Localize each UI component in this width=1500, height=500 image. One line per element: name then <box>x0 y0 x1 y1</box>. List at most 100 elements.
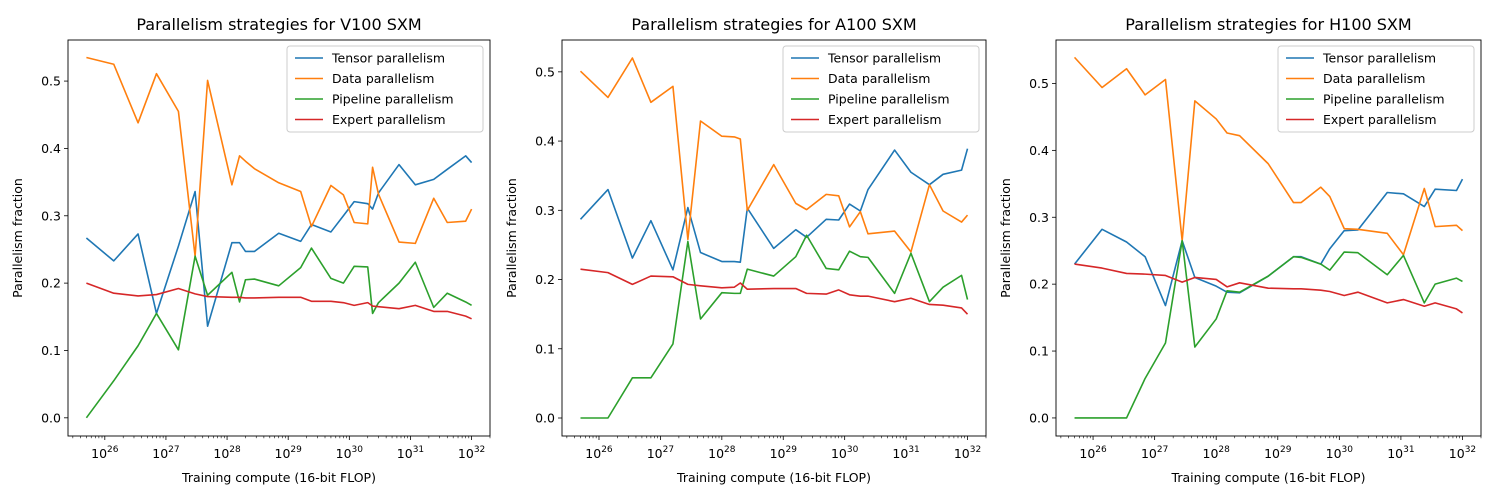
x-tick-base: 10 <box>1079 446 1095 461</box>
legend: Tensor parallelism Data parallelism Pipeli… <box>782 45 980 133</box>
x-tick-base: 10 <box>213 446 229 461</box>
x-tick-base: 10 <box>1449 446 1465 461</box>
legend-label: Pipeline parallelism <box>828 92 950 107</box>
legend-label: Tensor parallelism <box>827 51 941 66</box>
legend-label: Expert parallelism <box>332 112 446 127</box>
y-tick-label: 0.3 <box>41 208 61 223</box>
x-tick-label: 1030 <box>831 445 859 461</box>
y-tick-label: 0.3 <box>535 203 555 218</box>
series-line-data-parallelism <box>579 57 969 253</box>
x-tick-base: 10 <box>1326 446 1342 461</box>
series-line-pipeline-parallelism <box>580 234 969 419</box>
y-axis-label: Parallelism fraction <box>10 178 25 298</box>
x-tick-base: 10 <box>892 446 908 461</box>
legend-label: Data parallelism <box>332 71 434 86</box>
x-tick-label: 1026 <box>585 445 613 461</box>
y-tick-label: 0.5 <box>41 74 61 89</box>
plot-frame <box>561 39 987 437</box>
legend: Tensor parallelism Data parallelism Pipeli… <box>286 45 484 133</box>
x-tick-exponent: 28 <box>1218 445 1230 455</box>
x-tick-base: 10 <box>708 446 724 461</box>
x-tick-base: 10 <box>585 446 601 461</box>
x-tick-exponent: 26 <box>601 445 613 455</box>
x-tick-label: 1029 <box>275 445 303 461</box>
series-group <box>85 56 473 419</box>
x-tick-exponent: 32 <box>474 445 485 455</box>
x-tick-label: 1031 <box>1387 445 1414 461</box>
y-axis-label: Parallelism fraction <box>504 178 519 298</box>
x-tick-base: 10 <box>1387 446 1403 461</box>
legend-label: Pipeline parallelism <box>332 92 454 107</box>
x-tick-exponent: 31 <box>908 445 919 455</box>
chart-panel-2: Parallelism strategies for A100 SXM 0.0 0.… <box>504 15 987 485</box>
y-tick-label: 0.2 <box>41 276 61 291</box>
x-tick-base: 10 <box>954 446 970 461</box>
y-axis-label: Parallelism fraction <box>998 178 1013 298</box>
chart-title: Parallelism strategies for A100 SXM <box>631 15 916 34</box>
series-group <box>579 57 969 419</box>
x-tick-base: 10 <box>397 446 413 461</box>
y-tick-label: 0.0 <box>535 411 555 426</box>
x-tick-exponent: 29 <box>785 445 797 455</box>
x-tick-label: 1028 <box>1203 445 1231 461</box>
x-tick-exponent: 32 <box>970 445 981 455</box>
plot-frame <box>1055 39 1482 437</box>
y-tick-label: 0.5 <box>535 64 555 79</box>
x-tick-label: 1027 <box>152 445 179 461</box>
series-line-data-parallelism <box>86 56 473 257</box>
x-tick-exponent: 29 <box>290 445 302 455</box>
series-line-pipeline-parallelism <box>85 247 472 419</box>
x-axis-label: Training compute (16-bit FLOP) <box>676 470 871 485</box>
x-tick-label: 1029 <box>770 445 798 461</box>
legend-label: Data parallelism <box>1323 71 1425 86</box>
x-tick-base: 10 <box>91 446 107 461</box>
x-tick-base: 10 <box>275 446 291 461</box>
x-tick-label: 1029 <box>1264 445 1292 461</box>
x-tick-label: 1032 <box>458 445 485 461</box>
series-line-data-parallelism <box>1073 56 1464 256</box>
x-tick-label: 1032 <box>1449 445 1476 461</box>
series-group <box>1073 56 1464 419</box>
legend-box <box>1277 45 1475 133</box>
series-line-tensor-parallelism <box>579 148 969 271</box>
x-tick-label: 1028 <box>213 445 241 461</box>
x-tick-base: 10 <box>152 446 168 461</box>
x-tick-base: 10 <box>458 446 474 461</box>
y-tick-label: 0.1 <box>41 343 61 358</box>
x-axis-label: Training compute (16-bit FLOP) <box>1171 470 1366 485</box>
plot-frame <box>67 39 491 437</box>
legend-label: Tensor parallelism <box>331 51 445 66</box>
y-tick-label: 0.4 <box>535 134 555 149</box>
series-line-expert-parallelism <box>580 268 969 315</box>
x-tick-base: 10 <box>336 446 352 461</box>
x-tick-exponent: 31 <box>413 445 424 455</box>
chart-title: Parallelism strategies for V100 SXM <box>136 15 421 34</box>
legend: Tensor parallelism Data parallelism Pipeli… <box>1277 45 1475 133</box>
x-tick-exponent: 31 <box>1403 445 1414 455</box>
y-tick-label: 0.4 <box>1029 143 1049 158</box>
series-line-tensor-parallelism <box>85 155 473 328</box>
x-tick-base: 10 <box>1203 446 1219 461</box>
x-tick-base: 10 <box>1264 446 1280 461</box>
chart-panel-3: Parallelism strategies for H100 SXM 0.0 0.… <box>998 15 1482 485</box>
x-tick-exponent: 27 <box>168 445 179 455</box>
x-tick-base: 10 <box>647 446 663 461</box>
x-tick-label: 1026 <box>1079 445 1107 461</box>
x-tick-label: 1027 <box>1141 445 1168 461</box>
y-tick-label: 0.1 <box>1029 344 1049 359</box>
x-tick-label: 1030 <box>1326 445 1354 461</box>
x-tick-label: 1027 <box>647 445 674 461</box>
series-line-expert-parallelism <box>1074 263 1463 314</box>
y-tick-label: 0.5 <box>1029 76 1049 91</box>
x-tick-label: 1031 <box>892 445 919 461</box>
x-tick-label: 1028 <box>708 445 736 461</box>
legend-label: Expert parallelism <box>828 112 942 127</box>
chart-title: Parallelism strategies for H100 SXM <box>1125 15 1411 34</box>
x-tick-label: 1031 <box>397 445 424 461</box>
y-tick-label: 0.2 <box>1029 277 1049 292</box>
x-tick-base: 10 <box>770 446 786 461</box>
x-tick-exponent: 28 <box>229 445 241 455</box>
x-tick-exponent: 30 <box>847 445 859 455</box>
x-tick-exponent: 30 <box>352 445 364 455</box>
